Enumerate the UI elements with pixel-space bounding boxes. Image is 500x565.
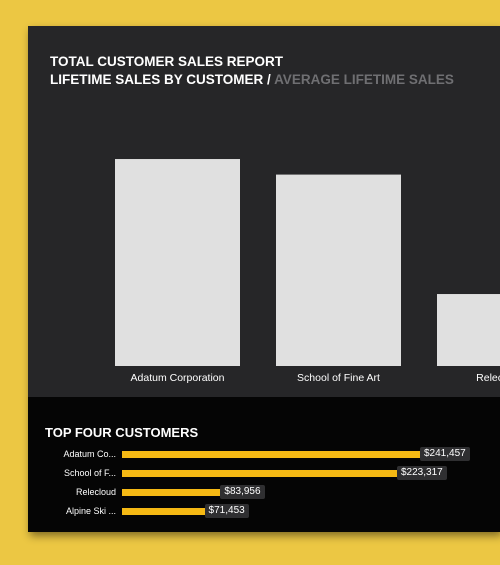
report-title: TOTAL CUSTOMER SALES REPORT	[50, 54, 284, 69]
customer-sales-value: $223,317	[397, 466, 447, 480]
top-customers-panel: TOP FOUR CUSTOMERS Adatum Co... $241,457 S…	[28, 397, 500, 532]
customer-label: Alpine Ski ...	[65, 506, 116, 516]
bar-relecloud[interactable]	[437, 294, 500, 366]
top-customer-row[interactable]: Relecloud $83,956	[28, 485, 500, 499]
tab-average-lifetime-sales[interactable]: AVERAGE LIFETIME SALES	[274, 72, 454, 87]
lifetime-sales-bar-chart: Adatum Corporation School of Fine Art Rele…	[115, 159, 500, 384]
bar-school-of-fine-art[interactable]	[276, 174, 401, 366]
top-customer-row[interactable]: Alpine Ski ... $71,453	[28, 504, 500, 518]
tab-separator: /	[267, 72, 271, 87]
category-label: Relecloud	[476, 372, 500, 384]
customer-sales-bar	[122, 470, 405, 477]
sales-report-card: TOTAL CUSTOMER SALES REPORT LIFETIME SAL…	[28, 26, 500, 532]
customer-sales-bar	[122, 451, 428, 458]
top-customers-title: TOP FOUR CUSTOMERS	[45, 425, 199, 440]
top-customer-row[interactable]: School of F... $223,317	[28, 466, 500, 480]
customer-sales-bar	[122, 508, 213, 515]
vertical-chart-panel: TOTAL CUSTOMER SALES REPORT LIFETIME SAL…	[28, 26, 500, 397]
customer-sales-value: $71,453	[204, 504, 249, 518]
bar-adatum-corporation[interactable]	[115, 159, 240, 366]
top-customer-row[interactable]: Adatum Co... $241,457	[28, 447, 500, 461]
tab-lifetime-sales[interactable]: LIFETIME SALES BY CUSTOMER	[50, 72, 264, 87]
customer-label: Adatum Co...	[63, 449, 116, 459]
chart-tabs: LIFETIME SALES BY CUSTOMER / AVERAGE LIF…	[50, 71, 454, 88]
customer-sales-value: $83,956	[220, 485, 265, 499]
customer-sales-bar	[122, 489, 229, 496]
customer-sales-value: $241,457	[420, 447, 470, 461]
customer-label: School of F...	[63, 468, 116, 478]
customer-label: Relecloud	[75, 487, 116, 497]
category-label: School of Fine Art	[297, 372, 380, 384]
category-label: Adatum Corporation	[131, 372, 225, 384]
